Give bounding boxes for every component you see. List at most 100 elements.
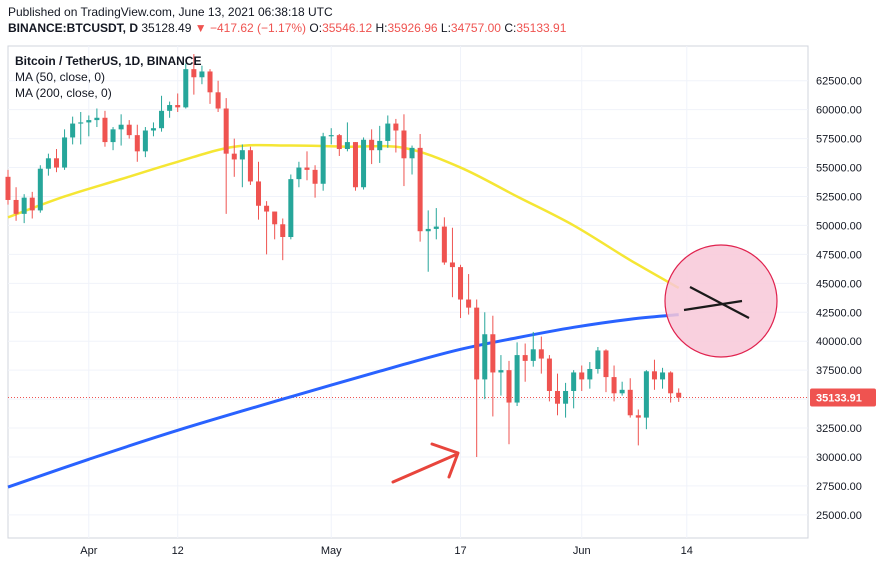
candle-body xyxy=(344,142,350,150)
candle-body xyxy=(21,197,27,214)
candle-body xyxy=(239,150,245,160)
candle-body xyxy=(393,123,399,131)
candle-body xyxy=(272,211,278,225)
candle-body xyxy=(441,226,447,263)
candle-body xyxy=(611,377,617,394)
candle-body xyxy=(207,71,213,93)
candle-body xyxy=(668,372,674,394)
candle-body xyxy=(118,124,124,130)
candle-body xyxy=(514,355,520,403)
candle-body xyxy=(78,122,84,124)
candle-body xyxy=(264,205,270,212)
candle-body xyxy=(304,167,310,170)
candle-body xyxy=(587,368,593,380)
candle-body xyxy=(328,135,334,137)
candles-layer xyxy=(5,54,682,457)
candle-body xyxy=(603,350,609,378)
time-axis[interactable]: Apr 12 May 17 Jun 14 xyxy=(80,545,693,557)
candle-body xyxy=(29,197,35,211)
x-tick-label: Jun xyxy=(573,545,591,557)
y-tick-label: 27500.00 xyxy=(816,481,862,493)
candle-body xyxy=(619,389,625,394)
candle-body xyxy=(191,69,197,78)
candle-body xyxy=(425,228,431,232)
x-tick-label: May xyxy=(321,545,342,557)
candle-body xyxy=(571,372,577,391)
candle-body xyxy=(37,168,43,211)
ma200-line xyxy=(7,313,679,489)
candle-body xyxy=(522,355,528,361)
candle-body xyxy=(5,176,11,200)
open-value: 35546.12 xyxy=(322,21,373,35)
candle-body xyxy=(409,147,415,159)
candle-body xyxy=(247,150,253,182)
candle-body xyxy=(660,372,666,380)
candle-body xyxy=(110,129,116,143)
candle-body xyxy=(256,181,262,206)
candle-body xyxy=(498,370,504,373)
candle-body xyxy=(175,105,181,108)
legend-ma200[interactable]: MA (200, close, 0) xyxy=(15,86,112,100)
last-price: 35128.49 xyxy=(141,21,192,35)
candle-body xyxy=(627,389,633,416)
candle-body xyxy=(563,390,569,404)
candle-body xyxy=(433,226,439,229)
candle-body xyxy=(45,158,51,169)
y-tick-label: 45000.00 xyxy=(816,278,862,290)
candle-body xyxy=(506,370,512,403)
y-tick-label: 40000.00 xyxy=(816,336,862,348)
candle-body xyxy=(417,147,423,232)
candle-body xyxy=(288,179,294,238)
candle-body xyxy=(595,350,601,369)
price-tag-label: 35133.91 xyxy=(816,393,862,405)
candle-body xyxy=(215,92,221,109)
candle-body xyxy=(458,267,464,300)
candle-body xyxy=(635,415,641,418)
close-label: C: xyxy=(504,21,517,35)
x-tick-label: 17 xyxy=(454,545,466,557)
candle-body xyxy=(474,307,480,380)
candle-body xyxy=(199,71,205,78)
y-tick-label: 52500.00 xyxy=(816,191,862,203)
price-axis[interactable]: 62500.00 60000.00 57500.00 55000.00 52500.00… xyxy=(810,76,876,522)
candle-body xyxy=(554,390,560,404)
candle-body xyxy=(490,334,496,373)
candle-body xyxy=(336,135,342,150)
candle-body xyxy=(150,128,156,131)
crossover-circle xyxy=(664,244,778,358)
price-tag-box xyxy=(810,388,876,407)
y-tick-label: 50000.00 xyxy=(816,220,862,232)
y-tick-label: 57500.00 xyxy=(816,134,862,146)
grid xyxy=(8,46,808,538)
candle-body xyxy=(134,135,140,152)
x-tick-label: 12 xyxy=(172,545,184,557)
open-label: O: xyxy=(309,21,323,35)
y-tick-label: 37500.00 xyxy=(816,365,862,377)
candle-body xyxy=(312,169,318,184)
candle-body xyxy=(361,139,367,188)
candle-body xyxy=(651,371,657,380)
legend-title[interactable]: Bitcoin / TetherUS, 1D, BINANCE xyxy=(15,54,202,68)
y-tick-label: 30000.00 xyxy=(816,452,862,464)
candle-body xyxy=(320,136,326,184)
candle-body xyxy=(377,140,383,151)
candle-body xyxy=(94,117,100,121)
candle-body xyxy=(466,299,472,308)
y-tick-label: 62500.00 xyxy=(816,76,862,88)
y-tick-label: 55000.00 xyxy=(816,163,862,175)
legend-ma50[interactable]: MA (50, close, 0) xyxy=(15,70,106,84)
candle-body xyxy=(86,120,92,123)
candle-body xyxy=(643,371,649,418)
candle-body xyxy=(676,392,682,398)
candle-body xyxy=(538,349,544,359)
arrow-head xyxy=(430,442,460,479)
symbol-label: BINANCE:BTCUSDT, D xyxy=(8,21,138,35)
crossover-line-2 xyxy=(689,286,750,319)
y-tick-label: 47500.00 xyxy=(816,249,862,261)
candle-body xyxy=(13,199,19,214)
x-tick-label: 14 xyxy=(681,545,693,557)
y-tick-label: 60000.00 xyxy=(816,105,862,117)
high-value: 35926.96 xyxy=(387,21,438,35)
down-arrow-icon: ▼ xyxy=(194,21,207,35)
